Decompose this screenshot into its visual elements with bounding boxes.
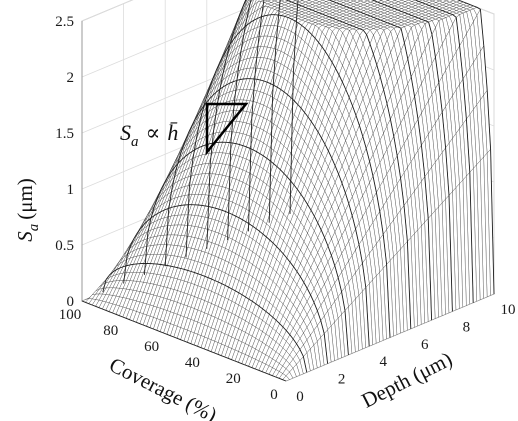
surface-mesh [81, 0, 495, 382]
y-tick-label: 100 [59, 307, 82, 323]
surface-isoline [206, 0, 412, 329]
surface-isoline [81, 300, 287, 382]
x-tick-label: 0 [296, 389, 304, 405]
y-tick-label: 60 [144, 339, 159, 355]
surface-patch [450, 0, 456, 1]
x-axis-label: Depth (μm) [358, 347, 456, 413]
z-tick-label: 1 [67, 182, 75, 198]
x-tick-label: 6 [421, 337, 429, 353]
z-tick-label: 2 [67, 70, 75, 86]
z-tick-label: 0.5 [55, 238, 74, 254]
surface-isoline [247, 0, 453, 312]
z-axis-label: Sa(μm) [13, 178, 42, 242]
y-tick-label: 80 [103, 323, 118, 339]
z-tick-label: 1.5 [55, 126, 74, 142]
surface-patch [364, 0, 370, 2]
surface-isoline [102, 263, 308, 373]
x-tick-label: 10 [501, 302, 516, 318]
x-tick-label: 8 [463, 319, 471, 335]
slope-annotation-text: Sa ∝ h̄ [120, 120, 178, 150]
y-tick-label: 20 [226, 371, 241, 387]
x-tick-label: 4 [379, 354, 387, 370]
y-axis-label: Coverage (%) [106, 352, 221, 421]
z-tick-label: 2.5 [55, 14, 74, 30]
y-tick-label: 40 [185, 355, 200, 371]
slope-triangle [205, 102, 249, 156]
y-tick-label: 0 [270, 387, 278, 403]
surface-isoline [227, 0, 433, 321]
z-tick-label: 0 [67, 294, 75, 310]
surface-isoline [123, 204, 329, 364]
surface-isoline [185, 14, 391, 338]
surface-isoline [268, 0, 474, 303]
surface-isoline [289, 0, 495, 295]
slope-annotation: Sa ∝ h̄ [120, 102, 249, 156]
surface-isoline [164, 78, 370, 347]
x-tick-label: 2 [338, 372, 346, 388]
